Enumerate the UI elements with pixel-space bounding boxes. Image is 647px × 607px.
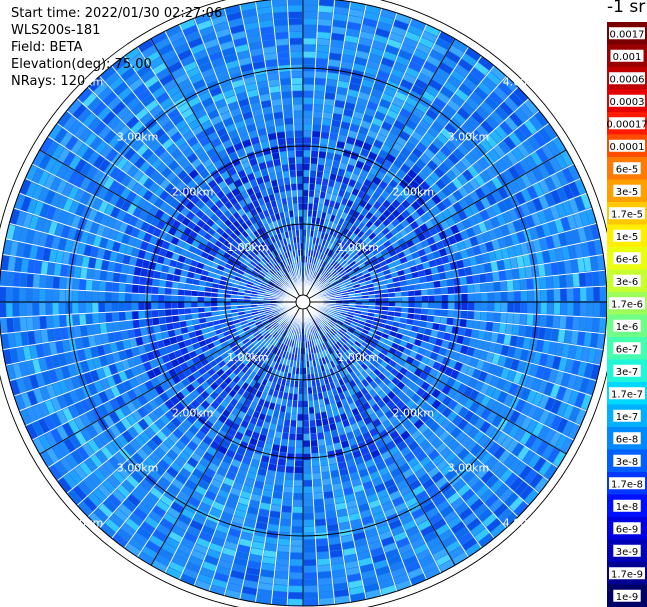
colorbar-tick-bg xyxy=(609,139,645,152)
center-marker xyxy=(295,294,311,310)
range-label: 1.00km xyxy=(227,351,269,364)
colorbar-tick-bg xyxy=(613,544,641,557)
colorbar-tick-bg xyxy=(609,27,645,40)
instrument-text: WLS200s-181 xyxy=(11,23,101,38)
range-label: 3.00km xyxy=(448,131,490,144)
colorbar-tick-bg xyxy=(613,589,641,602)
colorbar-tick-bg xyxy=(613,364,641,377)
colorbar-tick-bg xyxy=(613,319,641,332)
range-label: 4.00km xyxy=(503,517,545,530)
range-label: 4.00km xyxy=(503,75,545,88)
colorbar-tick-label: 3e-6 xyxy=(616,277,639,288)
colorbar-tick-bg xyxy=(609,207,645,220)
colorbar-tick-bg xyxy=(609,72,645,85)
colorbar-tick-bg xyxy=(609,567,645,580)
colorbar-tick-label: 1.7e-8 xyxy=(611,479,643,490)
colorbar-tick-bg xyxy=(613,342,641,355)
colorbar-tick-label: 0.0003 xyxy=(610,97,645,108)
colorbar-tick-label: 1e-8 xyxy=(616,502,639,513)
colorbar-tick-label: 6e-5 xyxy=(616,164,639,175)
colorbar-tick-label: 1.7e-9 xyxy=(611,569,643,580)
range-label: 1.00km xyxy=(337,241,379,254)
colorbar-tick-bg xyxy=(609,297,645,310)
colorbar-tick-label: 6e-6 xyxy=(616,254,639,265)
colorbar-tick-bg xyxy=(609,117,645,130)
colorbar-tick-bg xyxy=(610,49,644,62)
colorbar-tick-label: 3e-8 xyxy=(616,457,639,468)
range-label: 2.00km xyxy=(393,186,435,199)
range-label: 1.00km xyxy=(337,351,379,364)
nrays-text: NRays: 120 xyxy=(11,74,86,89)
colorbar-tick-label: 0.001 xyxy=(613,52,642,63)
colorbar-tick-label: 1e-6 xyxy=(616,322,639,333)
colorbar-tick-bg xyxy=(613,499,641,512)
colorbar-tick-label: 1.7e-7 xyxy=(611,389,643,400)
colorbar-tick-bg xyxy=(609,94,645,107)
colorbar-tick-bg xyxy=(613,184,641,197)
colorbar-tick-label: 1.7e-6 xyxy=(611,299,643,310)
field-text: Field: BETA xyxy=(11,40,83,55)
colorbar-tick-label: 1e-9 xyxy=(616,592,639,603)
ppi-scan-plot: 1.00km 1.00km 1.00km 1.00km 2.00km 2.00km 2.00… xyxy=(0,0,607,607)
colorbar-tick-label: 3e-5 xyxy=(616,187,639,198)
colorbar-tick-label: 6e-8 xyxy=(616,434,639,445)
colorbar-tick-bg xyxy=(613,252,641,265)
colorbar-tick-bg xyxy=(613,409,641,422)
range-label: 4.00km xyxy=(62,75,104,88)
range-label: 4.00km xyxy=(62,517,104,530)
colorbar-unit-label: -1 sr xyxy=(607,0,646,17)
colorbar-tick-label: 3e-7 xyxy=(616,367,639,378)
colorbar-tick-label: 3e-9 xyxy=(616,547,639,558)
colorbar-tick-label: 0.00017 xyxy=(607,119,647,130)
colorbar-tick-bg xyxy=(613,432,641,445)
range-label: 2.00km xyxy=(172,406,214,419)
colorbar: 0.0017 0.001 0.0006 0.0003 0.00017 0.0001 6e-5… xyxy=(607,22,647,607)
start-time-text: Start time: 2022/01/30 02:27:06 xyxy=(11,6,223,21)
colorbar-tick-label: 6e-7 xyxy=(616,344,639,355)
colorbar-tick-label: 1e-7 xyxy=(616,412,639,423)
colorbar-tick-label: 1.7e-5 xyxy=(611,209,643,220)
elevation-text: Elevation(deg): 75.00 xyxy=(11,57,152,72)
colorbar-tick-bg xyxy=(613,229,641,242)
range-label: 3.00km xyxy=(117,461,159,474)
range-label: 3.00km xyxy=(117,131,159,144)
range-label: 1.00km xyxy=(227,241,269,254)
colorbar-tick-bg xyxy=(613,162,641,175)
colorbar-tick-bg xyxy=(613,454,641,467)
range-label: 2.00km xyxy=(172,186,214,199)
colorbar-tick-bg xyxy=(613,274,641,287)
colorbar-tick-label: 6e-9 xyxy=(616,524,639,535)
colorbar-tick-bg xyxy=(609,477,645,490)
range-labels: 1.00km 1.00km 1.00km 1.00km 2.00km 2.00km 2.00… xyxy=(62,75,545,529)
colorbar-tick-label: 0.0006 xyxy=(610,74,645,85)
colorbar-tick-bg xyxy=(613,522,641,535)
colorbar-tick-label: 0.0017 xyxy=(610,29,645,40)
range-label: 3.00km xyxy=(448,461,490,474)
colorbar-tick-bg xyxy=(609,387,645,400)
range-label: 2.00km xyxy=(393,406,435,419)
colorbar-tick-label: 0.0001 xyxy=(610,142,645,153)
colorbar-tick-label: 1e-5 xyxy=(616,232,639,243)
